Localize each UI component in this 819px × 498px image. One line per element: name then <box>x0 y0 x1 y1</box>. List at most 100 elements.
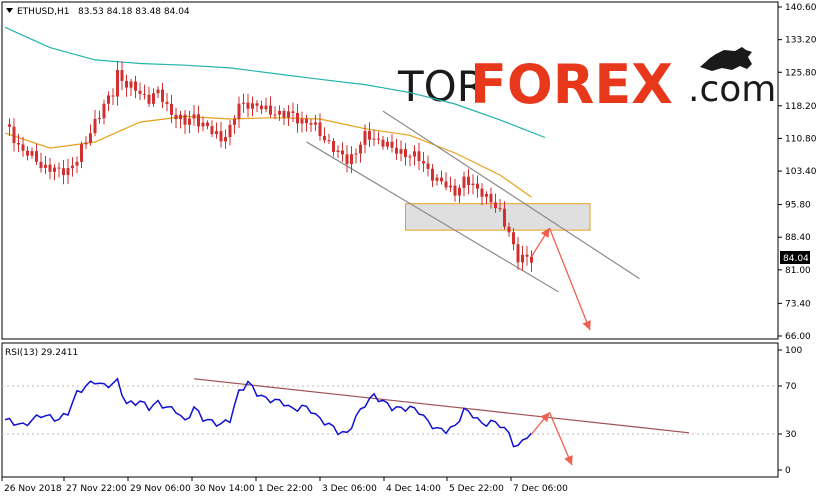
candle-body <box>354 153 358 155</box>
candle-body <box>224 136 227 142</box>
candle-body <box>476 183 479 189</box>
candle-body <box>467 176 470 186</box>
candle-body <box>197 114 200 127</box>
price-panel: TOR FOREX .com 140.60133.20125.80118.201… <box>1 1 817 342</box>
candle-body <box>327 140 331 142</box>
candle-body <box>372 138 376 140</box>
bull-logo-icon <box>700 47 752 71</box>
candle-body <box>318 122 322 137</box>
candle-body <box>62 168 65 176</box>
candle-body <box>368 131 371 140</box>
forecast-down-arrowhead <box>582 320 591 331</box>
rsi-panel: 100 70 30 0 RSI(13) 29.2411 <box>1 342 802 478</box>
candle-body <box>381 139 385 147</box>
price-tick-label: 66.00 <box>785 332 811 342</box>
candle-body <box>350 154 353 165</box>
forecast-down-arrow <box>548 227 591 331</box>
candle-body <box>273 114 277 116</box>
price-watermark: TOR FOREX .com <box>397 47 776 116</box>
candle-body <box>503 208 506 227</box>
candle-body <box>170 103 173 115</box>
candle-body <box>233 118 236 125</box>
rsi-axis: 100 70 30 0 <box>778 346 802 476</box>
candle-body <box>336 150 340 152</box>
candle-body <box>530 256 533 263</box>
candle-body <box>215 131 218 135</box>
time-tick-label: 26 Nov 2018 <box>4 484 62 494</box>
price-tick-label: 103.40 <box>785 167 817 177</box>
candle-body <box>71 165 74 169</box>
candle-body <box>462 176 466 188</box>
candle-body <box>174 114 178 120</box>
candle-body <box>228 124 232 137</box>
price-tag: 84.04 <box>780 251 810 264</box>
candle-body <box>98 118 101 120</box>
ma-slow-line <box>4 26 546 139</box>
candle-body <box>89 133 92 143</box>
candle-body <box>26 150 29 156</box>
candle-body <box>386 141 389 147</box>
rsi-tick-label: 30 <box>785 430 797 440</box>
candle-body <box>206 122 209 127</box>
candle-body <box>102 103 106 119</box>
candle-body <box>161 89 164 102</box>
candle-body <box>291 111 295 114</box>
candle-body <box>408 156 412 158</box>
candle-body <box>471 183 475 186</box>
candle-body <box>404 149 407 158</box>
rsi-tick-label: 100 <box>785 346 802 356</box>
candle-body <box>210 126 214 135</box>
candle-body <box>435 177 439 181</box>
candle-body <box>246 102 250 109</box>
price-tick-label: 133.20 <box>785 36 817 46</box>
forecast-up-arrowhead <box>540 227 550 238</box>
candle-body <box>305 119 308 124</box>
price-tick-label: 140.60 <box>785 3 817 13</box>
price-tick-label: 81.00 <box>785 266 811 276</box>
candle-body <box>395 147 398 154</box>
channel-upper-line <box>382 110 640 280</box>
symbol-label: ETHUSD,H1 <box>17 7 70 17</box>
candle-body <box>48 164 52 172</box>
candle-body <box>300 119 304 124</box>
candle-body <box>314 122 317 125</box>
candle-body <box>125 80 128 88</box>
candle-body <box>66 168 70 176</box>
candle-body <box>93 118 97 134</box>
watermark-com: .com <box>688 69 776 110</box>
candle-body <box>116 70 119 97</box>
price-tick-label: 73.40 <box>785 299 811 309</box>
candle-body <box>332 140 335 152</box>
candle-body <box>44 164 47 168</box>
candle-body <box>341 150 344 155</box>
candle-body <box>30 151 34 156</box>
candle-body <box>264 105 268 110</box>
channel-lower-line <box>306 141 559 293</box>
candle-body <box>269 105 272 115</box>
candle-body <box>507 226 511 233</box>
candle-body <box>35 151 38 162</box>
candle-body <box>12 126 16 144</box>
candle-body <box>147 94 151 104</box>
time-tick-label: 1 Dec 22:00 <box>258 484 313 494</box>
candle-body <box>143 93 146 95</box>
time-tick-label: 7 Dec 06:00 <box>513 484 568 494</box>
candle-body <box>494 202 497 209</box>
price-tick-label: 118.20 <box>785 102 817 112</box>
candle-body <box>287 111 290 118</box>
candle-body <box>107 95 110 104</box>
candle-body <box>75 161 79 166</box>
candle-body <box>129 81 133 88</box>
candle-body <box>278 110 281 115</box>
candle-body <box>485 193 488 197</box>
candle-body <box>111 95 115 97</box>
candle-body <box>201 122 205 127</box>
watermark-forex: FOREX <box>470 53 673 116</box>
candle-body <box>219 131 223 142</box>
time-tick-label: 29 Nov 06:00 <box>130 484 191 494</box>
candle-body <box>188 118 191 125</box>
candle-body <box>345 154 349 165</box>
candle-body <box>453 185 457 196</box>
candle-body <box>183 114 187 125</box>
